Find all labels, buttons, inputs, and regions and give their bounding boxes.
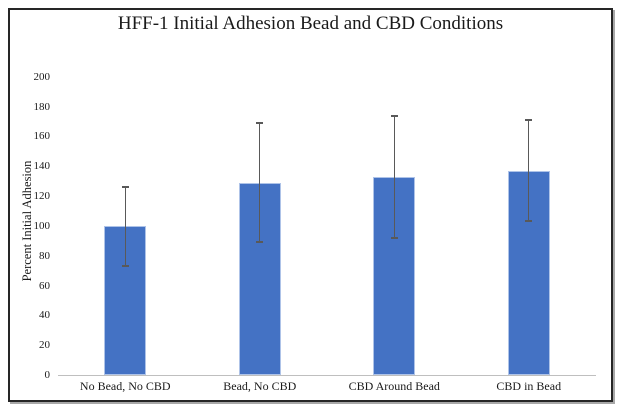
- x-category-label: No Bead, No CBD: [79, 379, 171, 393]
- error-bar-cap-top: [121, 186, 129, 189]
- x-category-label: CBD Around Bead: [348, 379, 440, 393]
- y-tick-label: 60: [39, 279, 50, 292]
- y-tick-label: 200: [33, 70, 51, 83]
- x-axis-line: [58, 374, 596, 376]
- x-category-label: Bead, No CBD: [223, 379, 297, 393]
- error-bar-line: [124, 187, 126, 267]
- error-bar-line: [259, 123, 261, 243]
- error-bar-cap-bottom: [121, 265, 129, 268]
- error-bar-cap-bottom: [390, 236, 398, 239]
- x-category-label: CBD in Bead: [496, 379, 562, 393]
- chart-title: HFF-1 Initial Adhesion Bead and CBD Cond…: [117, 13, 504, 34]
- y-tick-label: 0: [44, 369, 51, 381]
- y-tick-label: 160: [33, 130, 51, 143]
- error-bar-cap-top: [390, 114, 398, 117]
- error-bar-line: [393, 115, 395, 238]
- y-tick-label: 180: [33, 100, 51, 113]
- y-tick-label: 40: [39, 309, 50, 322]
- error-bar-cap-top: [256, 122, 264, 125]
- error-bar-cap-bottom: [525, 220, 533, 223]
- error-bar-cap-bottom: [256, 241, 264, 244]
- y-tick-label: 20: [39, 339, 50, 352]
- y-tick-label: 100: [33, 219, 51, 232]
- error-bar-line: [528, 120, 530, 222]
- y-tick-label: 80: [39, 249, 50, 262]
- y-tick-label: 120: [33, 190, 51, 203]
- error-bar-cap-top: [525, 119, 533, 122]
- y-tick-label: 140: [33, 160, 51, 173]
- chart-frame: [8, 8, 613, 402]
